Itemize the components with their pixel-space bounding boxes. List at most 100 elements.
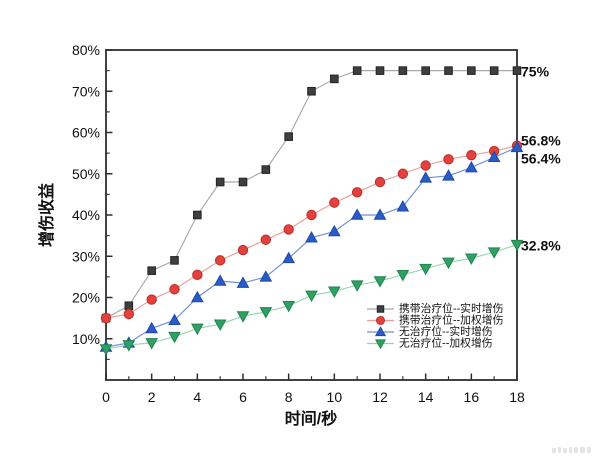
series-0-marker [124,301,134,311]
series-0-marker [147,266,156,275]
series-2-marker [373,208,387,220]
series-3-marker [190,323,204,336]
series-0-marker [467,66,476,75]
series-0-line [105,70,517,319]
series-0-marker [489,66,499,75]
x-tick-label: 2 [148,389,156,405]
x-tick-label: 4 [193,389,201,405]
data-series [99,66,524,356]
series-0-marker [307,86,316,96]
series-1-marker [466,149,477,161]
y-tick-label: 70% [72,83,100,99]
series-0-marker [375,66,385,75]
series-2-marker [442,169,455,181]
series-2-marker [396,200,410,212]
legend-marker-triangle-up [374,326,387,337]
series-3-marker [213,319,227,331]
x-tick-label: 14 [418,389,434,405]
y-tick-label: 50% [72,166,100,182]
series-2-marker [190,290,204,303]
y-tick-label: 20% [72,290,100,306]
watermark [552,447,591,453]
x-tick-label: 16 [464,389,480,405]
series-1-marker [237,244,249,256]
series-1-marker [329,197,340,208]
series-2-marker [487,150,501,163]
series-3-marker [350,280,364,292]
series-3-marker [464,253,478,265]
series-3-marker [327,286,341,298]
series-1-marker [169,284,180,295]
y-tick-label: 80% [72,42,100,58]
series-0-marker [170,256,179,265]
series-0-marker [512,66,522,75]
y-tick-label: 40% [72,207,100,223]
series-2-marker [510,140,524,153]
series-1-marker [260,234,272,245]
series-2-marker [168,313,181,325]
series-0-marker [330,74,339,84]
axis-ticks: 0 2 4 6 8 10 12 14 16 18 10% 20% 30% 40% 50% 60% 70% 80% [72,42,525,405]
legend-label: 无治疗位--实时增伤 [399,324,493,338]
series-3-marker [442,257,455,270]
legend-marker-square [376,305,385,313]
series-3-marker [99,344,113,356]
x-tick-label: 8 [285,389,293,405]
end-value-annotation: 32.8% [521,238,561,254]
series-3-marker [373,276,387,288]
series-2-marker [213,274,227,286]
series-0-marker [444,66,453,75]
legend: 携带治疗位--实时增伤携带治疗位--加权增伤无治疗位--实时增伤无治疗位--加权… [367,301,504,350]
series-2-marker [350,208,364,220]
series-3-marker [510,239,524,252]
series-3-marker [145,338,159,350]
legend-marker-circle [376,316,385,325]
series-1-marker [420,160,431,171]
legend-label: 无治疗位--加权增伤 [399,336,493,350]
y-axis-title: 增伤收益 [37,183,56,247]
series-1-marker [146,294,157,305]
y-tick-label: 10% [72,331,100,347]
series-0-marker [238,177,248,187]
series-0-marker [193,210,202,220]
x-tick-label: 0 [102,389,110,405]
series-0-marker [284,132,293,141]
y-tick-label: 30% [72,248,100,264]
y-tick-label: 60% [72,125,100,141]
x-axis-title: 时间/秒 [285,409,337,428]
series-1-marker [283,224,294,235]
series-3-marker [122,340,136,352]
series-3-marker [168,331,181,344]
series-2-marker [236,276,250,288]
series-0-marker [215,177,225,187]
series-3-marker [259,307,273,319]
legend-marker-triangle-down [374,339,387,350]
series-2-marker [259,270,273,282]
series-1-marker [192,269,203,281]
series-2-marker [282,251,296,264]
x-tick-label: 12 [372,389,388,405]
series-0-marker [398,66,408,75]
series-3-marker [487,247,501,259]
series-3-marker [305,290,318,303]
series-1-marker [123,308,135,320]
series-1-marker [443,154,454,165]
series-2-marker [464,160,478,173]
series-1-marker [351,187,363,198]
series-0-marker [421,66,430,75]
end-value-annotations: 75% 56.8%56.4% 32.8% [521,64,561,254]
series-3-marker [419,263,433,276]
x-tick-label: 18 [509,389,525,405]
series-3-marker [282,300,296,313]
legend-label: 携带治疗位--实时增伤 [399,301,504,315]
end-value-annotation: 75% [521,64,550,80]
series-0-marker [352,66,362,75]
series-1-marker [397,168,409,179]
series-0-marker [261,165,271,174]
series-2-marker [145,321,159,334]
series-3-marker [396,270,410,282]
series-1-marker [100,312,112,324]
series-2-marker [327,224,341,237]
series-1-marker [374,176,386,188]
